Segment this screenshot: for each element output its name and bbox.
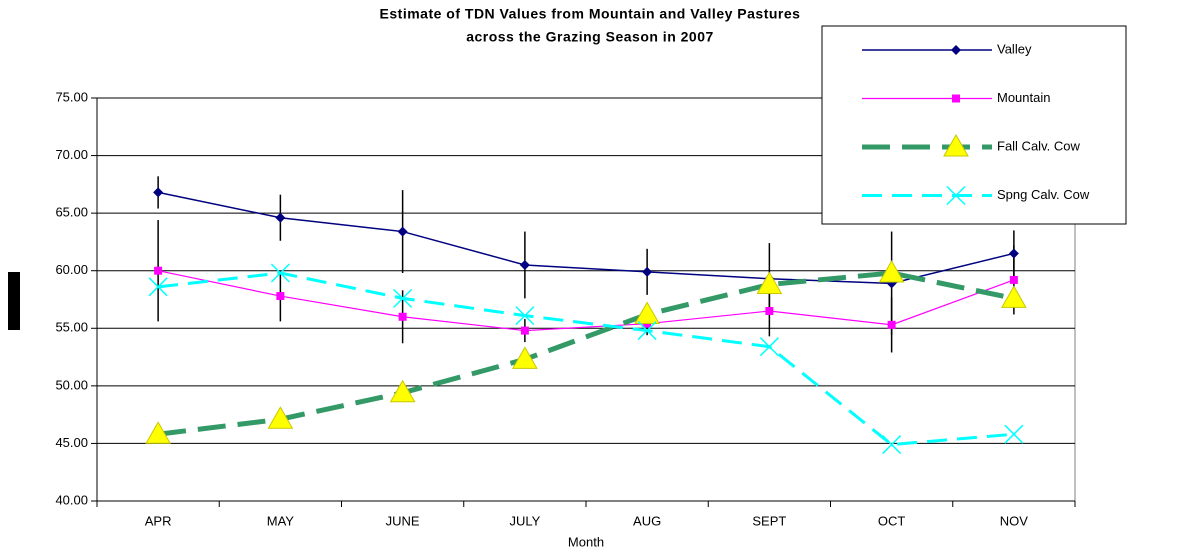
data-point <box>637 321 657 341</box>
x-tick-label: OCT <box>878 513 906 528</box>
data-point <box>759 337 779 357</box>
data-point <box>397 226 408 237</box>
data-point <box>148 277 168 297</box>
data-point <box>756 271 783 295</box>
data-point <box>389 379 416 403</box>
x-tick-label: MAY <box>267 513 295 528</box>
series-line <box>158 270 1015 332</box>
data-point <box>765 307 774 316</box>
legend-marker <box>952 94 960 103</box>
y-tick-label: 50.00 <box>55 377 88 392</box>
chart-title: across the Grazing Season in 2007 <box>466 29 714 45</box>
data-point <box>145 421 171 444</box>
data-point <box>887 320 896 329</box>
data-point <box>275 212 286 223</box>
y-tick-label: 55.00 <box>55 320 88 335</box>
data-point <box>634 301 660 324</box>
series-line <box>157 271 1015 447</box>
data-point <box>1009 275 1018 284</box>
data-point <box>512 346 538 369</box>
x-tick-label: AUG <box>633 513 661 528</box>
legend-label: Spng Calv. Cow <box>997 187 1090 202</box>
series-line <box>157 191 1015 285</box>
data-point <box>878 260 905 283</box>
legend-label: Valley <box>997 41 1032 56</box>
chart-title: Estimate of TDN Values from Mountain and… <box>380 6 801 22</box>
data-point <box>154 266 163 275</box>
data-point <box>270 263 290 283</box>
y-tick-label: 45.00 <box>55 435 88 450</box>
y-tick-label: 40.00 <box>55 492 88 507</box>
data-point <box>520 326 529 335</box>
y-tick-label: 65.00 <box>55 205 88 220</box>
legend-box <box>821 25 1127 225</box>
data-point <box>519 259 530 270</box>
x-tick-label: SEPT <box>752 513 786 528</box>
data-point <box>153 187 164 198</box>
series-line <box>157 270 1015 437</box>
data-point <box>1004 424 1024 444</box>
y-tick-label: 75.00 <box>55 89 88 104</box>
data-point <box>642 266 653 277</box>
data-point <box>398 312 407 321</box>
y-tick-label: 60.00 <box>55 262 88 277</box>
y-axis-title-redaction <box>8 272 20 330</box>
x-tick-label: APR <box>145 513 172 528</box>
x-tick-label: JUNE <box>386 513 420 528</box>
y-tick-label: 70.00 <box>55 147 88 162</box>
data-point <box>393 288 413 308</box>
data-point <box>882 435 902 455</box>
legend-marker <box>943 133 969 157</box>
data-point <box>267 406 294 429</box>
x-axis-title: Month <box>568 534 604 549</box>
data-point <box>1008 248 1019 259</box>
legend-marker <box>946 185 966 206</box>
data-point <box>1001 285 1027 308</box>
legend-label: Fall Calv. Cow <box>997 138 1080 153</box>
data-point <box>515 306 535 326</box>
legend-marker <box>951 45 961 55</box>
x-tick-label: NOV <box>1000 513 1029 528</box>
data-point <box>276 292 285 301</box>
legend-label: Mountain <box>997 90 1050 105</box>
x-tick-label: JULY <box>509 513 540 528</box>
